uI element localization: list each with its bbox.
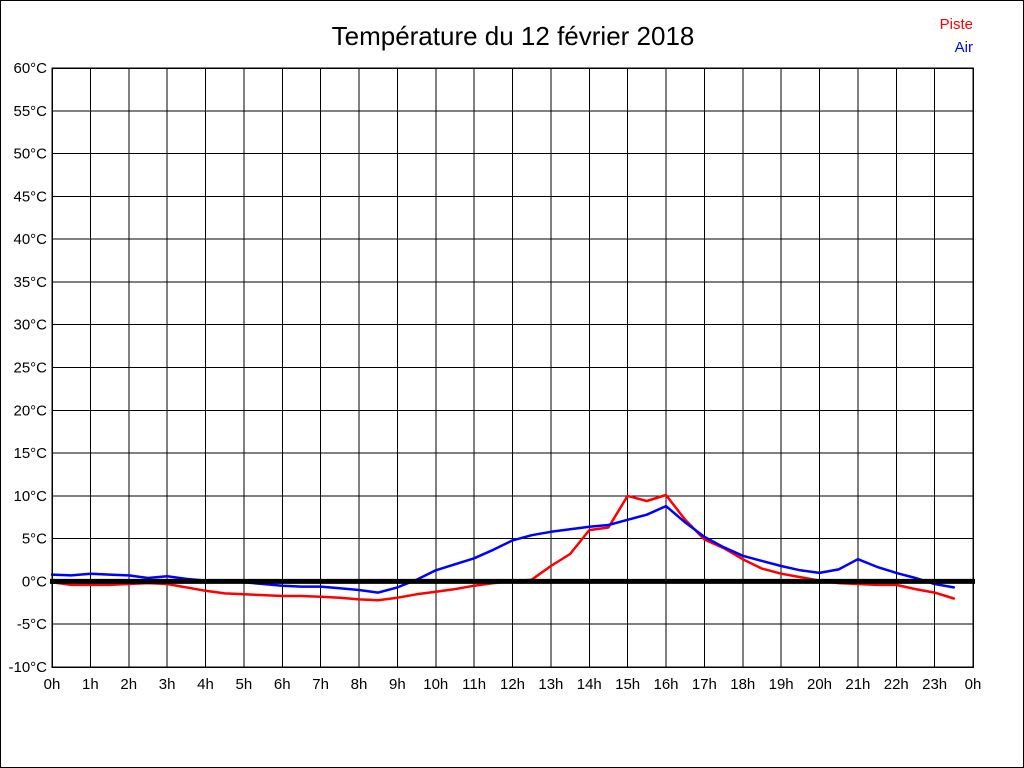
y-tick-label: 50°C — [13, 146, 47, 163]
y-tick-label: 45°C — [13, 188, 47, 205]
y-tick-label: 30°C — [13, 317, 47, 334]
y-tick-label: -10°C — [8, 659, 47, 676]
y-tick-label: 15°C — [13, 445, 47, 462]
x-tick-label: 15h — [615, 676, 640, 693]
x-tick-label: 12h — [500, 676, 525, 693]
y-tick-label: -5°C — [17, 616, 47, 633]
plot-border — [51, 67, 974, 668]
series-line-piste — [50, 493, 956, 602]
legend-item-air: Air — [954, 39, 973, 56]
x-tick-label: 9h — [389, 676, 406, 693]
y-tick-label: 40°C — [13, 231, 47, 248]
x-tick-label: 21h — [845, 676, 870, 693]
chart-title: Température du 12 février 2018 — [331, 21, 695, 51]
x-tick-label: 19h — [769, 676, 794, 693]
x-tick-label: 17h — [692, 676, 717, 693]
chart-legend: Piste Air — [940, 13, 973, 59]
x-tick-label: 2h — [120, 676, 137, 693]
x-tick-label: 0h — [44, 676, 61, 693]
y-tick-label: 25°C — [13, 360, 47, 377]
x-tick-label: 13h — [538, 676, 563, 693]
y-tick-label: 5°C — [22, 531, 47, 548]
y-tick-label: 55°C — [13, 103, 47, 120]
x-tick-label: 5h — [236, 676, 253, 693]
x-tick-label: 11h — [462, 676, 486, 693]
x-tick-label: 6h — [274, 676, 291, 693]
legend-item-piste: Piste — [939, 16, 973, 33]
x-tick-label: 4h — [197, 676, 214, 693]
x-tick-label: 20h — [807, 676, 832, 693]
y-tick-label: 35°C — [13, 274, 47, 291]
x-tick-label: 14h — [577, 676, 602, 693]
y-tick-label: 10°C — [13, 488, 47, 505]
x-tick-label: 18h — [730, 676, 755, 693]
y-tick-label: 20°C — [13, 402, 47, 419]
x-tick-label: 3h — [159, 676, 176, 693]
x-tick-label: 22h — [884, 676, 909, 693]
y-tick-label: 60°C — [13, 60, 47, 77]
x-tick-label: 0h — [965, 676, 982, 693]
x-tick-label: 16h — [653, 676, 678, 693]
x-tick-label: 10h — [423, 676, 448, 693]
x-tick-label: 23h — [922, 676, 947, 693]
y-tick-label: 0°C — [22, 573, 47, 590]
x-tick-label: 8h — [351, 676, 368, 693]
x-tick-label: 1h — [82, 676, 99, 693]
x-tick-label: 7h — [312, 676, 329, 693]
